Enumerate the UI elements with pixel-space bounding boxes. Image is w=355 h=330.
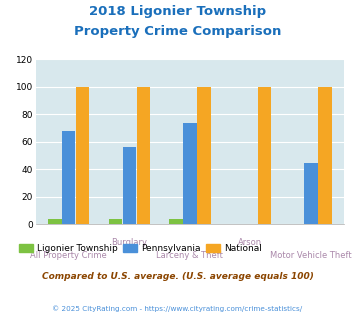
Legend: Ligonier Township, Pennsylvania, National: Ligonier Township, Pennsylvania, Nationa… xyxy=(15,241,266,257)
Bar xyxy=(304,162,318,224)
Text: Burglary: Burglary xyxy=(111,238,147,247)
Text: © 2025 CityRating.com - https://www.cityrating.com/crime-statistics/: © 2025 CityRating.com - https://www.city… xyxy=(53,305,302,312)
Bar xyxy=(258,87,271,224)
Text: Compared to U.S. average. (U.S. average equals 100): Compared to U.S. average. (U.S. average … xyxy=(42,272,313,281)
Text: 2018 Ligonier Township: 2018 Ligonier Township xyxy=(89,5,266,18)
Bar xyxy=(109,219,122,224)
Text: Motor Vehicle Theft: Motor Vehicle Theft xyxy=(270,251,352,260)
Bar xyxy=(318,87,332,224)
Bar xyxy=(76,87,89,224)
Bar xyxy=(197,87,211,224)
Bar xyxy=(48,219,61,224)
Text: Larceny & Theft: Larceny & Theft xyxy=(157,251,223,260)
Bar xyxy=(183,123,197,224)
Bar xyxy=(62,131,76,224)
Bar xyxy=(169,219,183,224)
Text: All Property Crime: All Property Crime xyxy=(31,251,107,260)
Text: Property Crime Comparison: Property Crime Comparison xyxy=(74,25,281,38)
Text: Arson: Arson xyxy=(239,238,263,247)
Bar xyxy=(137,87,150,224)
Bar xyxy=(123,148,136,224)
